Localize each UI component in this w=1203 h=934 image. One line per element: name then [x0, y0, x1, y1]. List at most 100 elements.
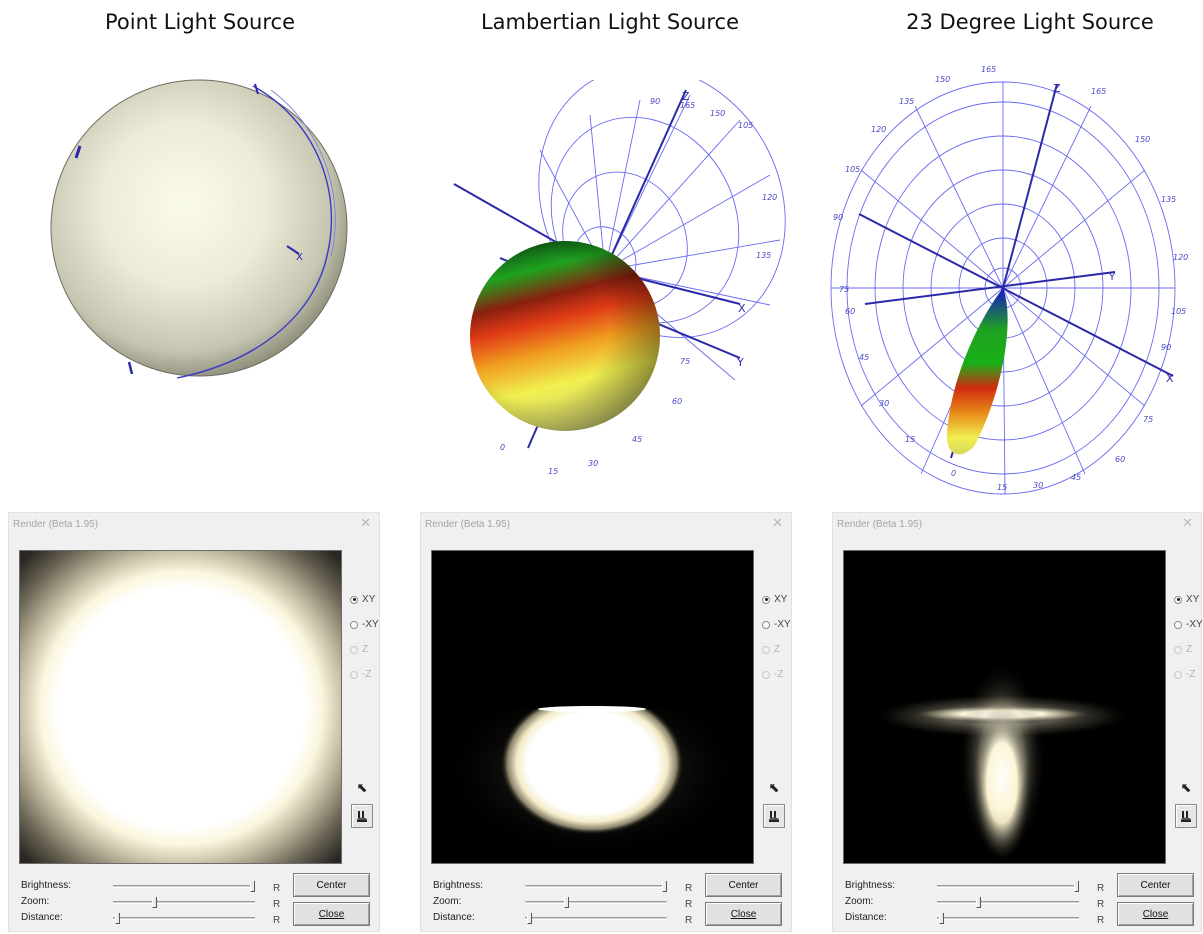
axis-label-x: X — [296, 252, 303, 263]
brightness-slider[interactable] — [525, 881, 668, 892]
polar-tick-150-a: 150 — [935, 75, 950, 84]
polar-tick-165-a: 165 — [981, 65, 996, 74]
render-viewport[interactable] — [19, 550, 342, 864]
polar-tick-45-b: 45 — [1071, 473, 1081, 482]
slider-thumb[interactable] — [976, 897, 982, 908]
distance-reset[interactable]: R — [273, 915, 281, 926]
axis-label-z: Z — [1053, 82, 1061, 95]
close-icon[interactable]: ✕ — [1182, 516, 1193, 531]
axis-x-stub — [286, 245, 300, 255]
distance-slider[interactable] — [113, 913, 255, 924]
slider-thumb[interactable] — [939, 913, 945, 924]
radio-view-xy[interactable]: XY — [762, 587, 802, 612]
radio-view-z[interactable]: Z — [762, 637, 802, 662]
radio-dot — [350, 670, 358, 679]
radio-view-z[interactable]: Z — [1174, 637, 1203, 662]
axis-label-y: Y — [1108, 272, 1116, 283]
lamp-tool-icon[interactable] — [763, 804, 785, 828]
radio-view-xy[interactable]: XY — [350, 587, 390, 612]
brightness-label: Brightness: — [845, 880, 896, 891]
zoom-reset[interactable]: R — [273, 899, 281, 910]
window-title: Render (Beta 1.95) — [13, 519, 99, 530]
distance-label: Distance: — [845, 912, 887, 923]
radio-view-negative-xy[interactable]: -XY — [350, 612, 390, 637]
radio-view-negative-xy[interactable]: -XY — [762, 612, 802, 637]
radio-view-z[interactable]: Z — [350, 637, 390, 662]
distance-label: Distance: — [21, 912, 63, 923]
view-radio-group: XY -XY Z -Z — [350, 587, 390, 687]
distance-slider[interactable] — [525, 913, 667, 924]
polar-tick-165-b: 165 — [1091, 87, 1106, 96]
polar-tick-105: 105 — [738, 121, 753, 130]
close-button[interactable]: Close — [293, 902, 370, 926]
axis-label-x: X — [738, 302, 746, 315]
slider-thumb[interactable] — [564, 897, 570, 908]
polar-tick-45-a: 45 — [859, 353, 869, 362]
polar-tick-45: 45 — [632, 435, 642, 444]
radio-view-xy[interactable]: XY — [1174, 587, 1203, 612]
radio-dot — [762, 620, 770, 629]
distance-slider[interactable] — [937, 913, 1079, 924]
center-button[interactable]: Center — [1117, 873, 1194, 897]
slider-thumb[interactable] — [250, 881, 256, 892]
polar-tick-15: 15 — [548, 467, 558, 476]
close-button[interactable]: Close — [705, 902, 782, 926]
distance-reset[interactable]: R — [685, 915, 693, 926]
radio-label: -Z — [774, 669, 784, 680]
radio-view-negative-xy[interactable]: -XY — [1174, 612, 1203, 637]
polar-tick-150: 150 — [710, 109, 725, 118]
polar-tick-150-b: 150 — [1135, 135, 1150, 144]
polar-tick-60: 60 — [672, 397, 682, 406]
zoom-slider[interactable] — [525, 897, 667, 908]
zoom-label: Zoom: — [21, 896, 50, 907]
lamp-tool-icon[interactable] — [1175, 804, 1197, 828]
slider-thumb[interactable] — [1074, 881, 1080, 892]
radio-dot — [350, 645, 358, 654]
brightness-reset[interactable]: R — [685, 883, 693, 894]
polar-tick-60-a: 60 — [845, 307, 855, 316]
polar-tick-60-b: 60 — [1115, 455, 1125, 464]
zoom-slider[interactable] — [937, 897, 1079, 908]
zoom-reset[interactable]: R — [1097, 899, 1105, 910]
render-viewport[interactable] — [431, 550, 754, 864]
radio-view-negative-z[interactable]: -Z — [762, 662, 802, 687]
polar-tick-165: 165 — [680, 101, 695, 110]
polar-tick-105-b: 105 — [1171, 307, 1186, 316]
axis-y-stub — [74, 145, 82, 159]
close-button[interactable]: Close — [1117, 902, 1194, 926]
axis-z — [1002, 83, 1058, 289]
radio-view-negative-z[interactable]: -Z — [1174, 662, 1203, 687]
pointer-tool-icon[interactable]: ⬉ — [356, 781, 368, 796]
distance-label: Distance: — [433, 912, 475, 923]
pointer-tool-icon[interactable]: ⬉ — [1180, 781, 1192, 796]
close-icon[interactable]: ✕ — [772, 516, 783, 531]
polar-tick-135-a: 135 — [899, 97, 914, 106]
polar-tick-120-a: 120 — [871, 125, 886, 134]
brightness-reset[interactable]: R — [1097, 883, 1105, 894]
brightness-reset[interactable]: R — [273, 883, 281, 894]
slider-thumb[interactable] — [527, 913, 533, 924]
brightness-slider[interactable] — [937, 881, 1080, 892]
zoom-slider[interactable] — [113, 897, 255, 908]
center-button[interactable]: Center — [705, 873, 782, 897]
distance-reset[interactable]: R — [1097, 915, 1105, 926]
render-window-lambertian: Render (Beta 1.95) ✕ — [420, 512, 792, 932]
axis-x — [858, 213, 1174, 377]
radio-view-negative-z[interactable]: -Z — [350, 662, 390, 687]
center-button[interactable]: Center — [293, 873, 370, 897]
pointer-tool-icon[interactable]: ⬉ — [768, 781, 780, 796]
title-point-light-source: Point Light Source — [104, 10, 296, 34]
slider-thumb[interactable] — [115, 913, 121, 924]
close-icon[interactable]: ✕ — [360, 516, 371, 531]
slider-thumb[interactable] — [662, 881, 668, 892]
polar-tick-120-b: 120 — [1173, 253, 1188, 262]
radio-dot — [762, 595, 770, 604]
polar-tick-15-b: 15 — [997, 483, 1007, 492]
polar-tick-30-a: 30 — [879, 399, 889, 408]
slider-thumb[interactable] — [152, 897, 158, 908]
brightness-slider[interactable] — [113, 881, 256, 892]
lamp-tool-icon[interactable] — [351, 804, 373, 828]
zoom-reset[interactable]: R — [685, 899, 693, 910]
render-viewport[interactable] — [843, 550, 1166, 864]
